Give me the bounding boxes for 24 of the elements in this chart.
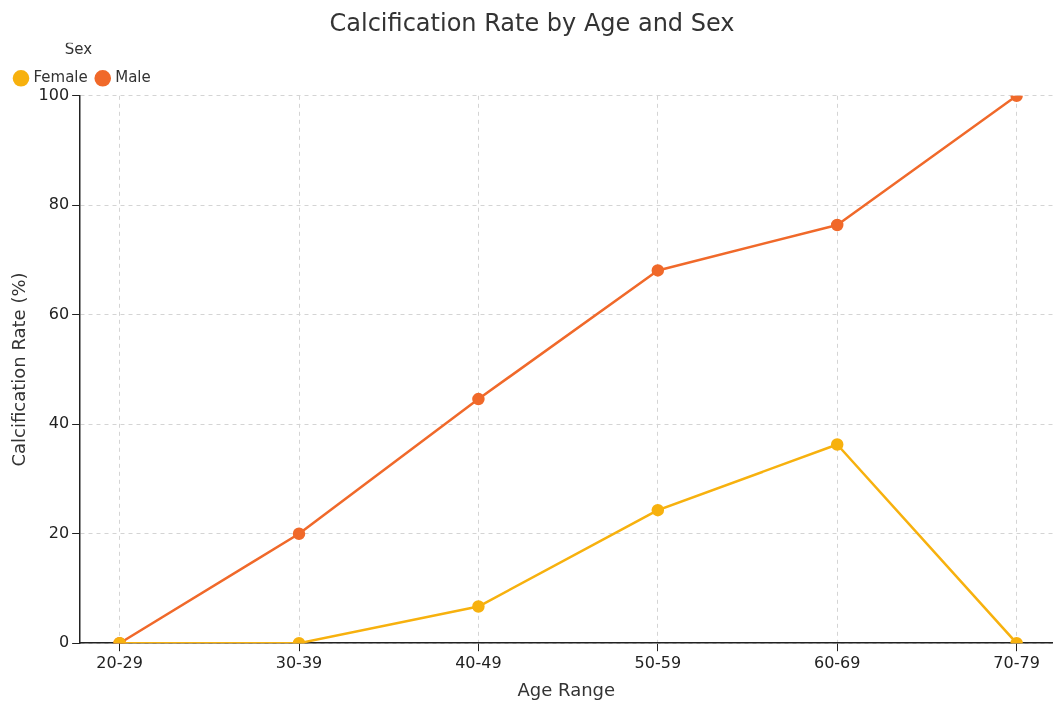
- y-tick-label: 20: [48, 522, 70, 542]
- y-tick-label: 100: [38, 84, 70, 104]
- y-tick-label: 60: [48, 303, 70, 323]
- legend-title: Sex: [64, 40, 93, 59]
- x-tick-label: 50-59: [634, 652, 682, 672]
- y-axis-title: Calcification Rate (%): [8, 272, 30, 467]
- point: [472, 392, 485, 406]
- y-tick-label: 0: [58, 632, 70, 652]
- point: [651, 503, 665, 517]
- chart-title: Calcification Rate by Age and Sex: [329, 8, 735, 37]
- x-tick-label: 60-69: [813, 652, 861, 672]
- x-axis-title: Age Range: [517, 678, 616, 700]
- x-tick-label: 30-39: [275, 652, 323, 672]
- x-tick-label: 20-29: [96, 652, 143, 672]
- y-tick-label: 40: [48, 413, 70, 433]
- x-tick-label: 40-49: [455, 652, 502, 672]
- point: [830, 218, 844, 232]
- point: [830, 438, 844, 451]
- x-tick-label: 70-79: [993, 652, 1040, 672]
- legend-label: Female: [33, 68, 88, 87]
- y-tick-label: 80: [48, 194, 70, 214]
- point: [292, 527, 306, 540]
- legend-label: Male: [115, 68, 151, 87]
- point: [651, 264, 665, 277]
